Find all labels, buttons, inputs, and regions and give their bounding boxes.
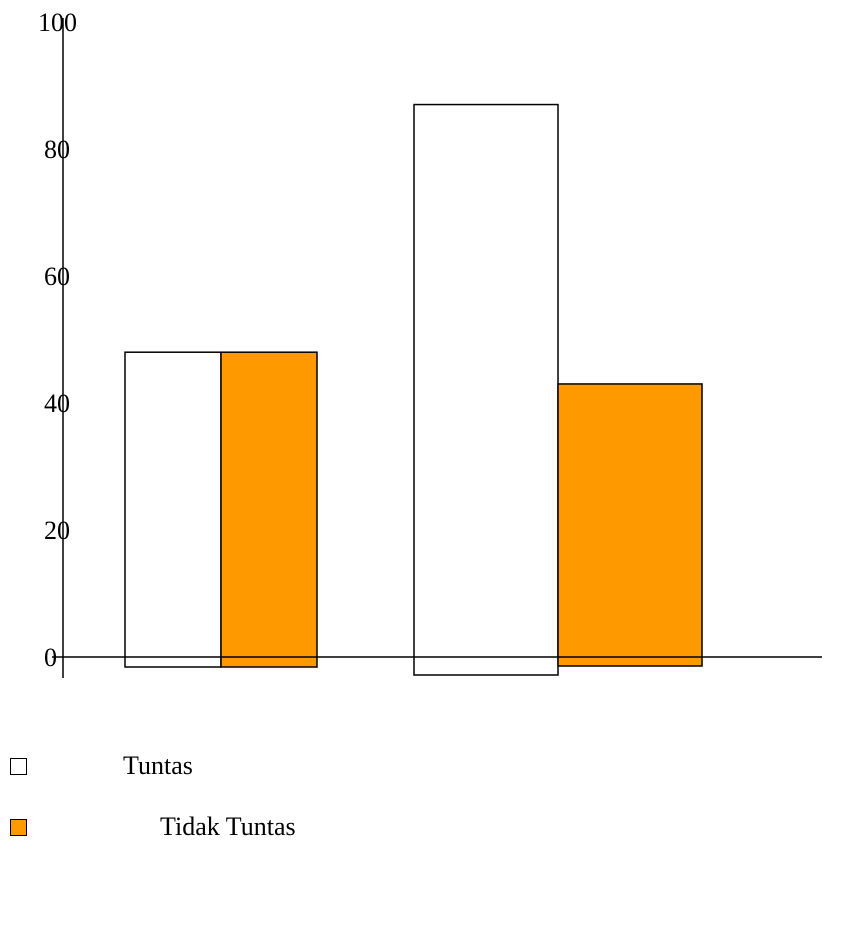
legend-swatch-tidak-tuntas: [10, 818, 27, 836]
legend-swatch-tuntas: [10, 757, 27, 775]
y-tick-label: 0: [44, 643, 57, 672]
y-tick-label: 60: [44, 262, 70, 291]
y-tick-label: 80: [44, 135, 70, 164]
y-tick-label: 40: [44, 389, 70, 418]
bar-tidak-tuntas-2: [557, 383, 703, 667]
bar-chart: 020406080100Siklus ISiklus II: [38, 8, 822, 678]
bar-tuntas-2: [413, 103, 559, 676]
legend-label-tuntas: Tuntas: [123, 751, 193, 780]
bar-tuntas-1: [124, 351, 222, 668]
y-tick-label: 20: [44, 516, 70, 545]
legend-item-tuntas: Tuntas: [10, 751, 193, 781]
legend-item-tidak-tuntas: Tidak Tuntas: [10, 812, 296, 842]
bar-tidak-tuntas-1: [220, 351, 318, 668]
legend-label-tidak-tuntas: Tidak Tuntas: [160, 812, 296, 841]
y-tick-label: 100: [38, 8, 77, 37]
